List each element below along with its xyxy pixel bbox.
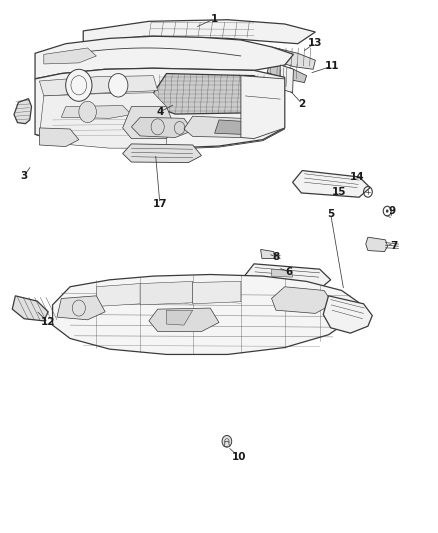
Polygon shape [131, 117, 193, 138]
Text: 12: 12 [41, 318, 56, 327]
Polygon shape [193, 281, 241, 304]
Text: 9: 9 [389, 206, 396, 215]
Polygon shape [44, 48, 96, 64]
Circle shape [386, 209, 389, 213]
Circle shape [109, 74, 128, 97]
Polygon shape [149, 308, 219, 332]
Text: 10: 10 [231, 452, 246, 462]
Polygon shape [39, 93, 166, 148]
Polygon shape [39, 76, 158, 96]
Polygon shape [272, 47, 315, 69]
Polygon shape [224, 441, 230, 447]
Polygon shape [53, 274, 359, 354]
Polygon shape [83, 20, 315, 44]
Polygon shape [267, 63, 307, 83]
Polygon shape [261, 249, 275, 259]
Polygon shape [35, 68, 285, 148]
Text: 13: 13 [308, 38, 323, 47]
Polygon shape [123, 107, 175, 139]
Polygon shape [215, 120, 254, 134]
Polygon shape [293, 171, 370, 197]
Text: 2: 2 [299, 99, 306, 109]
Polygon shape [366, 237, 388, 252]
Polygon shape [244, 264, 331, 289]
Text: 5: 5 [327, 209, 334, 219]
Text: 6: 6 [286, 267, 293, 277]
Polygon shape [61, 106, 131, 118]
Polygon shape [279, 65, 293, 93]
Text: 1: 1 [211, 14, 218, 23]
Polygon shape [241, 76, 285, 139]
Polygon shape [12, 296, 48, 321]
Circle shape [66, 69, 92, 101]
Polygon shape [123, 144, 201, 163]
Polygon shape [57, 296, 105, 320]
Text: 3: 3 [21, 171, 28, 181]
Polygon shape [39, 128, 79, 147]
Polygon shape [184, 116, 254, 138]
Circle shape [79, 101, 96, 123]
Text: 8: 8 [272, 252, 279, 262]
Polygon shape [323, 296, 372, 333]
Text: 15: 15 [332, 187, 347, 197]
Polygon shape [272, 269, 293, 277]
Polygon shape [14, 99, 32, 124]
Polygon shape [35, 36, 293, 79]
Polygon shape [166, 310, 193, 325]
Text: 14: 14 [350, 172, 364, 182]
Polygon shape [96, 284, 140, 306]
Text: 7: 7 [391, 241, 398, 251]
Text: 17: 17 [152, 199, 167, 208]
Polygon shape [140, 281, 193, 305]
Text: 4: 4 [156, 107, 163, 117]
Text: 11: 11 [325, 61, 339, 71]
Polygon shape [153, 74, 272, 114]
Circle shape [222, 435, 232, 447]
Polygon shape [272, 287, 333, 313]
